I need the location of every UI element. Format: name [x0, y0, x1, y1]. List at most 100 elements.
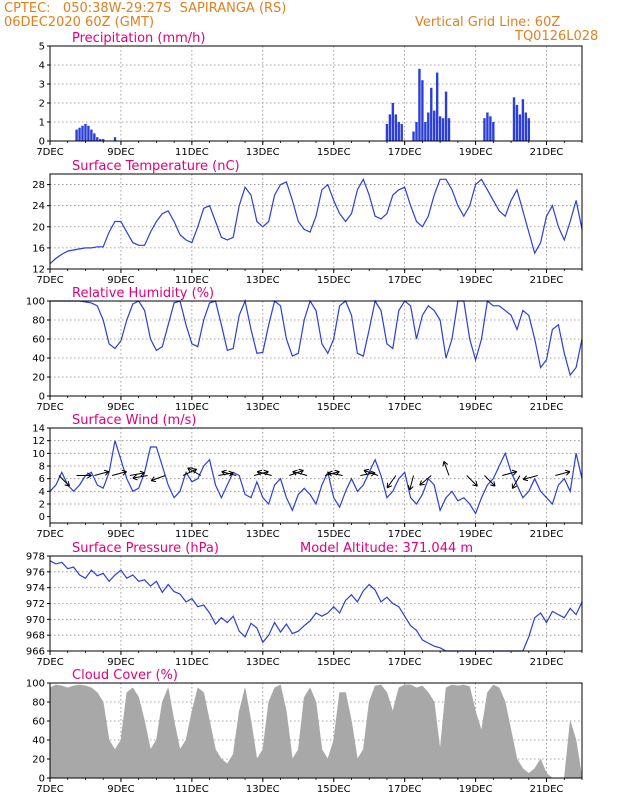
rh-xtick-label: 7DEC	[36, 402, 63, 413]
wind-arrow	[111, 471, 127, 476]
precip-bar	[400, 123, 403, 141]
temp-xtick-label: 11DEC	[175, 275, 209, 286]
temp-frame	[49, 173, 583, 270]
cloud-xtick-label: 17DEC	[388, 784, 422, 795]
wind-ytick-label: 12	[32, 436, 45, 447]
temp-xtick-label: 17DEC	[388, 275, 422, 286]
wind-arrow-head	[511, 483, 518, 489]
wind-arrow	[151, 475, 166, 482]
precip-frame	[49, 45, 583, 142]
precip-bar	[518, 114, 522, 141]
temp-xtick-label: 7DEC	[36, 275, 63, 286]
pressure-xtick-label: 15DEC	[317, 657, 351, 668]
pressure-xtick-label: 9DEC	[107, 657, 134, 668]
precip-xtick-label: 17DEC	[388, 147, 422, 158]
pressure-xtick-label: 17DEC	[388, 657, 422, 668]
precip-bar	[438, 116, 442, 141]
wind-arrow	[58, 475, 70, 487]
wind-arrow-head	[103, 469, 110, 476]
precip-bar	[75, 129, 78, 141]
wind-arrow-head	[256, 469, 263, 476]
cloud-title: Cloud Cover (%)	[72, 668, 178, 683]
rh-xtick-label: 15DEC	[317, 402, 351, 413]
precip-xtick-label: 21DEC	[530, 147, 564, 158]
pressure-ytick-label: 968	[26, 631, 45, 642]
cloud-ytick-label: 40	[32, 736, 45, 747]
rh-xtick-label: 21DEC	[530, 402, 564, 413]
wind-xtick-label: 15DEC	[317, 529, 351, 540]
precip-bar	[492, 122, 495, 141]
wind-arrow-head	[564, 469, 571, 476]
precip-ytick-label: 2	[39, 99, 45, 110]
precip-bar	[444, 91, 448, 141]
temp-xtick-label: 13DEC	[246, 275, 280, 286]
cloud-ytick-label: 0	[39, 774, 45, 785]
wind-arrow	[129, 472, 145, 476]
precip-xtick-label: 11DEC	[175, 147, 209, 158]
precip-ytick-label: 5	[39, 42, 45, 53]
precip-bar	[441, 118, 445, 141]
precip-bar	[394, 114, 397, 141]
wind-arrow-head	[511, 469, 518, 476]
precip-bar	[521, 99, 525, 141]
precip-xtick-label: 19DEC	[459, 147, 493, 158]
precip-ytick-label: 0	[39, 137, 45, 148]
wind-arrow	[257, 471, 272, 476]
pressure-title: Surface Pressure (hPa)	[72, 541, 219, 556]
precip-bar	[433, 110, 436, 141]
wind-ytick-label: 6	[39, 474, 45, 485]
precip-bar	[397, 122, 400, 141]
precip-bar	[486, 112, 489, 141]
wind-xtick-label: 7DEC	[36, 529, 63, 540]
rh-line	[50, 298, 583, 377]
cloud-xtick-label: 21DEC	[530, 784, 564, 795]
cloud-xtick-label: 11DEC	[175, 784, 209, 795]
wind-arrow	[555, 471, 571, 476]
wind-arrow	[253, 471, 269, 476]
wind-ytick-label: 10	[32, 449, 45, 460]
wind-arrow	[512, 475, 521, 489]
wind-ytick-label: 14	[32, 424, 45, 435]
rh-ytick-label: 0	[39, 392, 45, 403]
precip-bar	[418, 68, 421, 141]
wind-arrow	[443, 461, 450, 476]
temp-ytick-label: 12	[32, 265, 45, 276]
cloud-panel: 0 20 40 60 80 100 7DEC 9DEC 11DEC 13DEC 15DEC 17DEC…	[26, 668, 583, 795]
pressure-xtick-label: 21DEC	[530, 657, 564, 668]
wind-arrow	[386, 475, 397, 489]
precip-xtick-label: 9DEC	[107, 147, 134, 158]
header-run-time: 06DEC2020 60Z (GMT)	[4, 15, 155, 30]
cloud-xtick-label: 19DEC	[459, 784, 493, 795]
wind-arrow-head	[442, 461, 449, 467]
rh-ytick-label: 60	[32, 335, 45, 346]
precip-title: Precipitation (mm/h)	[72, 31, 205, 46]
precip-bar	[435, 72, 439, 141]
precip-bar	[385, 123, 389, 141]
wind-arrow	[419, 475, 432, 486]
wind-arrow-head	[132, 474, 138, 481]
precip-ytick-label: 4	[39, 61, 45, 72]
rh-xtick-label: 11DEC	[175, 402, 209, 413]
precip-bar	[96, 137, 99, 141]
precip-bar	[87, 125, 90, 141]
wind-arrow	[218, 472, 234, 476]
temp-panel: 12 16 20 24 28 7DEC 9DEC 11DEC 13DEC 15DEC 17DEC 19…	[32, 159, 583, 286]
precip-bar	[90, 129, 93, 141]
cloud-ytick-label: 100	[26, 679, 45, 690]
wind-xtick-label: 9DEC	[107, 529, 134, 540]
precip-bar	[430, 87, 433, 141]
header-location: CPTEC: 050:38W-29:27S SAPIRANGA (RS)	[4, 1, 287, 16]
precip-bar	[412, 131, 415, 141]
wind-arrow	[94, 471, 109, 476]
wind-arrow	[363, 469, 379, 476]
precip-bar	[424, 122, 427, 141]
wind-arrow	[502, 471, 517, 476]
wind-arrow	[466, 475, 478, 487]
precip-bar	[391, 103, 395, 141]
precip-bar	[84, 123, 87, 141]
precip-bar	[515, 104, 519, 141]
precip-ytick-label: 1	[39, 118, 45, 129]
precip-bar	[524, 112, 528, 141]
